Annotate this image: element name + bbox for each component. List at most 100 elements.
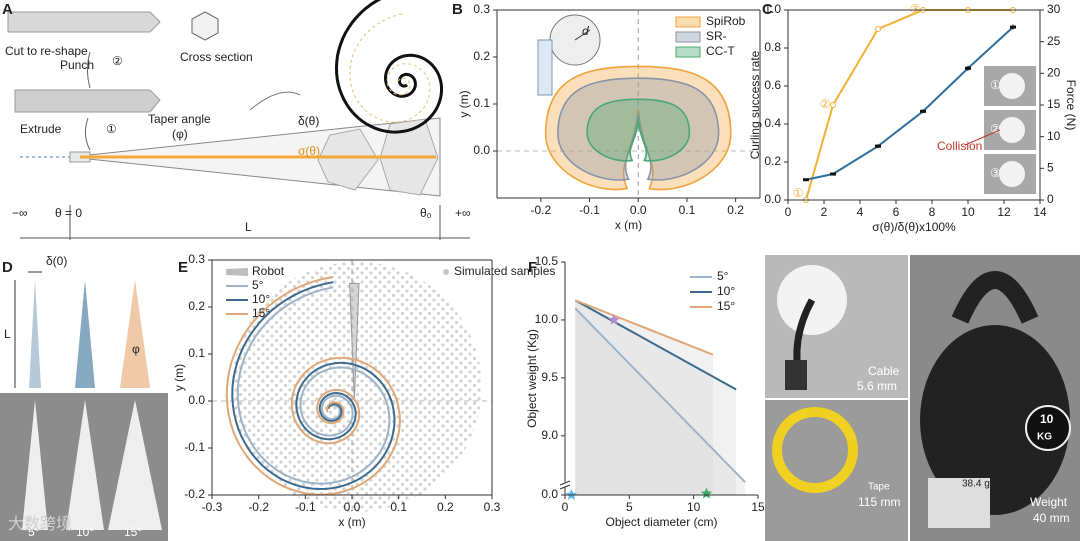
- y-tick-label: 0.0: [473, 143, 490, 157]
- y2-tick-label: 25: [1047, 34, 1061, 48]
- panel-a-drawing: [7, 11, 470, 240]
- spiral-line: [231, 281, 396, 491]
- y-tick-label: 0.0: [541, 487, 558, 501]
- series-line: [574, 299, 714, 356]
- panel-label: B: [452, 1, 463, 18]
- point: [803, 178, 809, 182]
- legend-label: 5°: [252, 278, 264, 292]
- y-tick-label: 0.3: [188, 252, 205, 266]
- point: [920, 109, 926, 113]
- legend-label: 15°: [252, 306, 270, 320]
- label: Tape: [868, 482, 890, 493]
- legend-swatch: [675, 31, 701, 43]
- panel-label: D: [2, 259, 13, 276]
- x-axis-label: Object diameter (cm): [605, 515, 717, 529]
- axis-break: [559, 484, 571, 490]
- y-tick-label: 10.5: [535, 254, 559, 268]
- point: [830, 172, 836, 176]
- label: Weight: [1030, 495, 1068, 509]
- label: Cut to re-shape: [5, 44, 88, 58]
- x-tick-label: 0.1: [390, 500, 407, 514]
- y2-tick-label: 30: [1047, 2, 1061, 16]
- series-line: [574, 299, 737, 391]
- legend-label: Simulated samples: [454, 264, 555, 278]
- axis-break: [560, 482, 570, 487]
- inset-label: ①: [990, 78, 1001, 92]
- x-axis-label: x (m): [338, 515, 365, 529]
- y-tick-label: 0.3: [473, 2, 490, 16]
- x-tick-label: 10: [961, 205, 975, 219]
- y-tick-label: -0.1: [184, 440, 205, 454]
- y2-tick-label: 20: [1047, 66, 1061, 80]
- y2-tick-label: 5: [1047, 161, 1054, 175]
- spiral-line: [225, 276, 401, 496]
- y-tick-label: 0.1: [188, 346, 205, 360]
- legend-label: 10°: [717, 284, 735, 298]
- label: 40 mm: [1033, 511, 1070, 525]
- label: δ(0): [46, 254, 67, 268]
- panel-label: A: [2, 1, 13, 18]
- watermark: 大数跨境: [8, 514, 72, 533]
- label: Taper angle: [148, 112, 211, 126]
- label: 38.4 g: [962, 479, 990, 490]
- x-tick-label: -0.1: [295, 500, 316, 514]
- y-tick-label: -0.2: [184, 487, 205, 501]
- label: (φ): [172, 127, 188, 141]
- axis-break: [559, 480, 571, 486]
- y2-tick-label: 15: [1047, 97, 1061, 111]
- x-tick-label: 12: [997, 205, 1011, 219]
- legend-label: 5°: [717, 269, 729, 283]
- label: Cable: [868, 364, 900, 378]
- region: [586, 98, 691, 162]
- y-tick-label: 0.2: [188, 299, 205, 313]
- legend-swatch: [226, 268, 248, 276]
- x-tick-label: -0.3: [202, 500, 223, 514]
- x-tick-label: 5: [626, 500, 633, 514]
- label: 10: [1040, 412, 1054, 426]
- y-axis-label: Curling success rate: [748, 50, 762, 159]
- y2-axis-label: Force (N): [1064, 80, 1078, 131]
- inset-wheel: [999, 161, 1025, 187]
- annotation-arrow: [964, 129, 1001, 146]
- label: 15°: [124, 525, 142, 539]
- label: 5.6 mm: [857, 379, 897, 393]
- x-tick-label: 0.3: [484, 500, 501, 514]
- point: [875, 144, 881, 148]
- marker-star: [565, 489, 578, 500]
- inset-label: ③: [990, 166, 1001, 180]
- legend-label: CC-T: [706, 44, 735, 58]
- y-tick-label: 0.2: [764, 154, 781, 168]
- label: Punch: [60, 58, 94, 72]
- x-tick-label: 0: [562, 500, 569, 514]
- x-tick-label: 10: [687, 500, 701, 514]
- y-tick-label: 9.0: [541, 428, 558, 442]
- y2-tick-label: 10: [1047, 129, 1061, 143]
- x-tick-label: 0.0: [344, 500, 361, 514]
- point: [830, 102, 836, 108]
- legend-label: 15°: [717, 299, 735, 313]
- series-line: [574, 307, 746, 483]
- robot-shape: [349, 283, 360, 402]
- sample-cloud: [231, 261, 482, 512]
- legend-label: SpiRob: [706, 14, 746, 28]
- label: θ₀: [420, 206, 432, 220]
- x-tick-label: -0.1: [579, 203, 600, 217]
- x-tick-label: 4: [857, 205, 864, 219]
- robot-spiral: [334, 0, 443, 134]
- label: 115 mm: [858, 495, 900, 509]
- x-tick-label: 2: [821, 205, 828, 219]
- x-tick-label: 0.2: [437, 500, 454, 514]
- label: Cross section: [180, 50, 253, 64]
- label: L: [4, 327, 11, 341]
- y-tick-label: 10.0: [535, 312, 559, 326]
- label: 5°: [28, 525, 40, 539]
- y-axis-label: y (m): [457, 90, 471, 117]
- legend-label: SR-: [706, 29, 727, 43]
- y-tick-label: 0.0: [764, 192, 781, 206]
- inset-wheel: [999, 117, 1025, 143]
- x-tick-label: 6: [893, 205, 900, 219]
- area: [575, 308, 746, 495]
- x-tick-label: 0: [785, 205, 792, 219]
- y-tick-label: 0.2: [473, 49, 490, 63]
